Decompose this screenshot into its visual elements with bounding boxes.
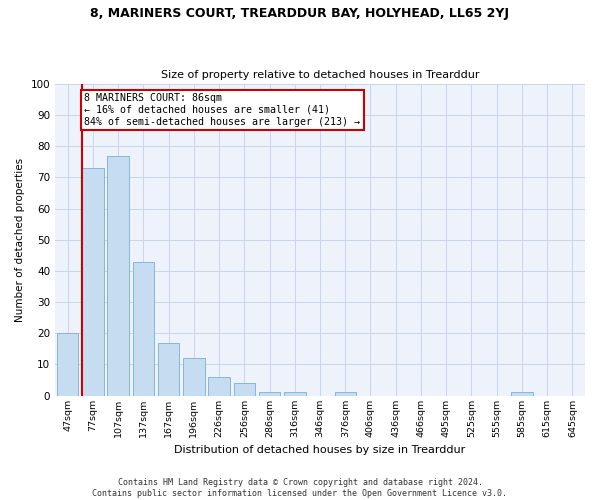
Text: 8 MARINERS COURT: 86sqm
← 16% of detached houses are smaller (41)
84% of semi-de: 8 MARINERS COURT: 86sqm ← 16% of detache… [84,94,360,126]
Bar [158,342,179,396]
Bar [133,262,154,396]
Bar [233,383,255,396]
Text: 8, MARINERS COURT, TREARDDUR BAY, HOLYHEAD, LL65 2YJ: 8, MARINERS COURT, TREARDDUR BAY, HOLYHE… [91,8,509,20]
Bar [335,392,356,396]
Y-axis label: Number of detached properties: Number of detached properties [15,158,25,322]
Bar [284,392,305,396]
Bar [511,392,533,396]
Bar [57,333,79,396]
Bar [183,358,205,396]
X-axis label: Distribution of detached houses by size in Trearddur: Distribution of detached houses by size … [175,445,466,455]
Title: Size of property relative to detached houses in Trearddur: Size of property relative to detached ho… [161,70,479,81]
Bar [208,377,230,396]
Bar [82,168,104,396]
Bar [259,392,280,396]
Bar [107,156,129,396]
Text: Contains HM Land Registry data © Crown copyright and database right 2024.
Contai: Contains HM Land Registry data © Crown c… [92,478,508,498]
